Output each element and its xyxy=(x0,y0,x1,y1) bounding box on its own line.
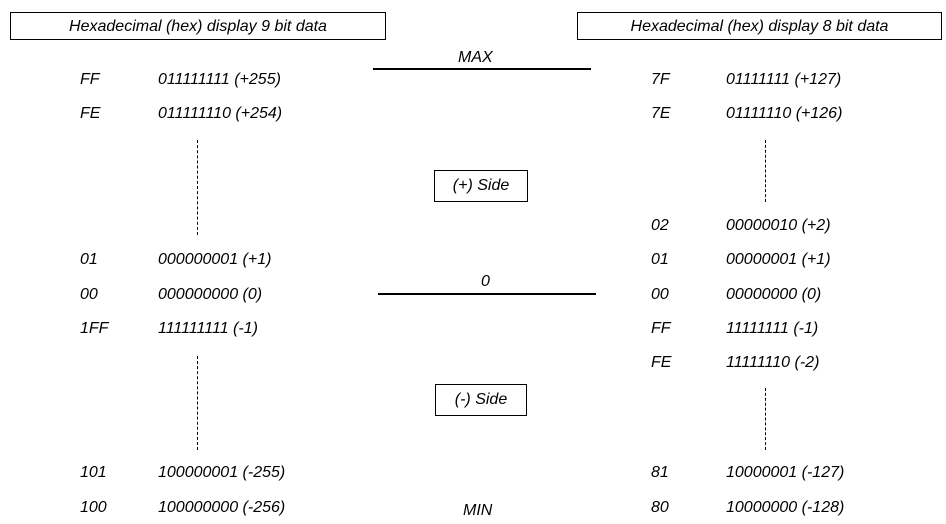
right-bin: 11111110 (-2) xyxy=(726,354,820,371)
left-bin: 000000000 (0) xyxy=(158,286,263,303)
minus-side-box: (-) Side xyxy=(435,384,527,416)
max-label: MAX xyxy=(458,49,493,66)
left-bin: 111111111 (-1) xyxy=(158,320,258,337)
right-hex: FE xyxy=(651,354,672,371)
right-hex: 02 xyxy=(651,217,669,234)
zero-label: 0 xyxy=(481,273,490,290)
min-label: MIN xyxy=(463,502,493,519)
right-bin: 00000000 (0) xyxy=(726,286,822,303)
left-bin: 000000001 (+1) xyxy=(158,251,272,268)
left-ellipsis-line xyxy=(197,140,198,235)
right-bin: 11111111 (-1) xyxy=(726,320,819,337)
right-hex: 7E xyxy=(651,105,671,122)
left-hex: 100 xyxy=(80,499,107,516)
right-title: Hexadecimal (hex) display 8 bit data xyxy=(577,12,942,40)
left-bin: 100000001 (-255) xyxy=(158,464,286,481)
left-hex: 1FF xyxy=(80,320,109,337)
left-hex: 01 xyxy=(80,251,98,268)
zero-line xyxy=(378,293,596,295)
left-bin: 011111110 (+254) xyxy=(158,105,283,122)
right-bin: 00000001 (+1) xyxy=(726,251,831,268)
right-bin: 10000001 (-127) xyxy=(726,464,845,481)
plus-side-box: (+) Side xyxy=(434,170,528,202)
right-bin: 00000010 (+2) xyxy=(726,217,831,234)
right-bin: 01111111 (+127) xyxy=(726,71,842,88)
left-bin: 011111111 (+255) xyxy=(158,71,281,88)
left-hex: FF xyxy=(80,71,100,88)
right-hex: 81 xyxy=(651,464,669,481)
right-hex: 80 xyxy=(651,499,669,516)
right-ellipsis-line xyxy=(765,140,766,202)
left-title: Hexadecimal (hex) display 9 bit data xyxy=(10,12,386,40)
right-hex: 00 xyxy=(651,286,669,303)
right-ellipsis-line xyxy=(765,388,766,450)
left-ellipsis-line xyxy=(197,356,198,450)
right-bin: 10000000 (-128) xyxy=(726,499,845,516)
right-bin: 01111110 (+126) xyxy=(726,105,843,122)
right-hex: FF xyxy=(651,320,671,337)
left-hex: FE xyxy=(80,105,101,122)
right-hex: 7F xyxy=(651,71,670,88)
left-bin: 100000000 (-256) xyxy=(158,499,286,516)
left-hex: 101 xyxy=(80,464,107,481)
left-hex: 00 xyxy=(80,286,98,303)
right-hex: 01 xyxy=(651,251,669,268)
max-line xyxy=(373,68,591,70)
